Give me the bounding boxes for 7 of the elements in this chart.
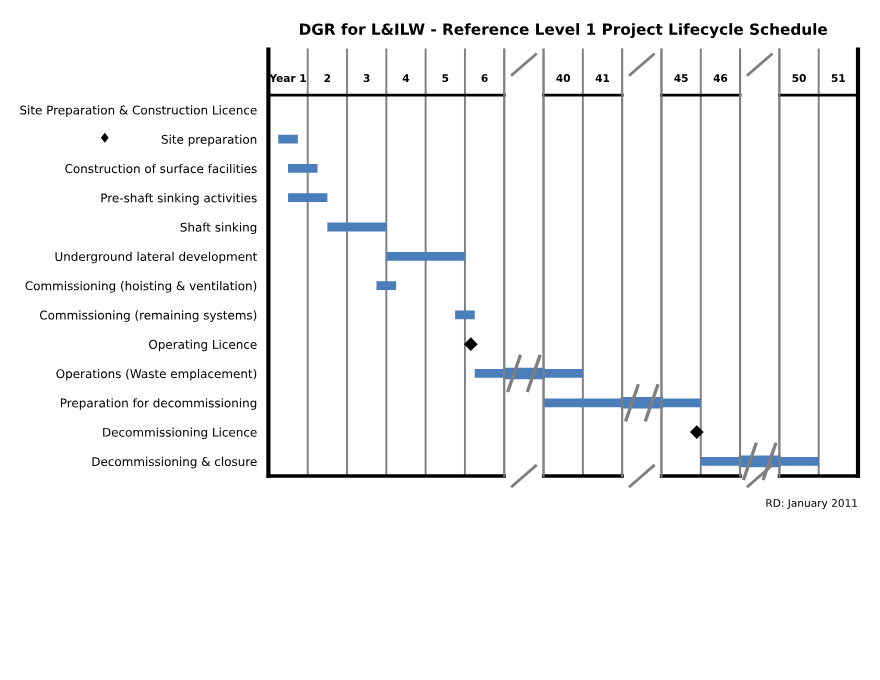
bar: [386, 251, 465, 261]
bar: [376, 281, 397, 290]
bar: [288, 193, 328, 203]
bar: [288, 164, 318, 173]
bar: [278, 134, 298, 144]
bar: [455, 310, 475, 320]
bar: [327, 222, 387, 232]
